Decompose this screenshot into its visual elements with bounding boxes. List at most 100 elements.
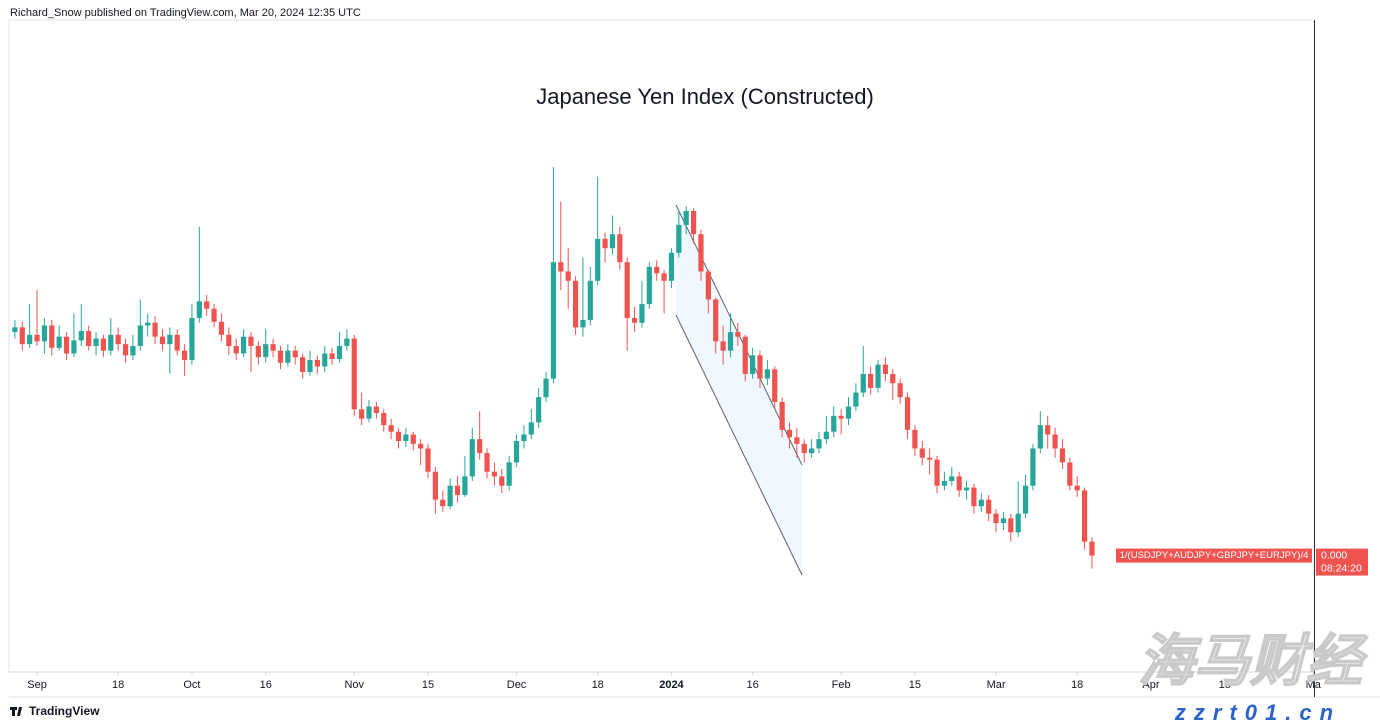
candle-body [506,462,512,486]
candle-body [292,350,298,358]
candle-body [786,429,793,438]
candle-body [698,234,704,272]
candle-body [410,434,416,444]
candle-body [971,487,977,507]
candle-body [159,336,166,345]
candle-body [240,336,247,354]
candle-body [853,392,859,407]
candle-body [1008,518,1014,533]
candle-body [816,439,822,449]
candle-body [34,334,40,342]
candle-body [322,353,328,367]
candle-body [794,437,800,444]
candle-body [1081,490,1088,542]
x-tick-label: Oct [183,679,200,691]
candle-body [248,336,254,346]
candle-body [646,266,652,305]
logo-icon [10,707,22,716]
candle-body [934,459,940,486]
candle-body [1000,518,1007,523]
candle-body [631,318,638,323]
candle-body [890,373,896,384]
candle-body [558,262,564,272]
candle-body [676,224,682,253]
candle-body [432,471,438,500]
candle-body [71,340,77,354]
candle-body [108,334,114,351]
candle-body [145,322,151,326]
candle-body [528,422,534,435]
candle-body [624,262,630,319]
candle-body [654,266,660,274]
candle-body [993,513,999,523]
candle-body [550,262,557,379]
x-tick-label: 18 [1071,679,1083,691]
x-tick-label: Sep [27,679,47,691]
candle-body [609,234,616,249]
candle-body [882,364,888,374]
candle-body [875,364,881,388]
candle-body [233,346,239,354]
candle-body [454,485,461,496]
candle-body [19,327,25,345]
candle-body [764,369,770,379]
candle-body [255,346,261,358]
price-tags: 1/(USDJPY+AUDJPY+GBPJPY+EURJPY)/4 0.00008… [1116,548,1368,576]
channel-line [675,314,803,576]
candle-body [919,448,925,458]
candle-body [845,406,852,419]
x-tick-label: 2024 [659,679,684,691]
countdown: 08:24:20 [1321,562,1362,574]
candle-body [602,238,608,249]
watermark: 海马财经 [1138,629,1368,692]
candle-body [1045,425,1051,435]
candle-body [1052,434,1058,449]
plot-frame [8,19,1315,673]
candle-body [1015,513,1021,533]
candle-body [63,336,70,354]
candle-body [351,338,357,410]
x-tick-label: Feb [832,679,851,691]
candle-body [425,448,431,472]
candle-body [270,344,276,351]
candle-body [720,341,726,351]
candle-body [617,234,623,263]
candle-body [572,280,579,328]
candle-body [137,325,143,346]
candle-body [978,499,984,507]
candle-body [1030,448,1036,486]
series-label: 1/(USDJPY+AUDJPY+GBPJPY+EURJPY)/4 [1120,550,1309,561]
candle-body [86,331,92,346]
candle-body [204,301,210,309]
x-tick-label: Nov [344,679,364,691]
candle-body [868,373,874,388]
price-tag: 0.000 [1321,549,1347,561]
x-tick-label: 15 [909,679,921,691]
candle-body [595,238,601,281]
candle-body [801,443,807,454]
x-tick-label: 16 [746,679,758,691]
candle-body [41,325,48,342]
x-tick-label: 15 [422,679,434,691]
candle-body [1059,448,1066,463]
candle-body [949,476,955,482]
candle-body [521,434,527,442]
candle-body [388,425,394,432]
candle-body [263,344,269,358]
watermark-url: zzrt01.cn [1174,700,1341,725]
chart-title: Japanese Yen Index (Constructed) [536,84,874,109]
candle-body [809,448,815,454]
candle-body [735,332,741,337]
x-tick-label: 16 [260,679,272,691]
candle-body [860,373,866,393]
candle-body [831,415,837,432]
candle-body [491,471,498,477]
brand: TradingView [29,704,100,718]
candle-body [477,439,483,454]
candle-body [307,359,313,373]
candle-body [167,334,173,345]
x-tick-label: Apr [1142,679,1159,691]
candle-body [100,338,107,351]
candle-body [78,331,84,341]
